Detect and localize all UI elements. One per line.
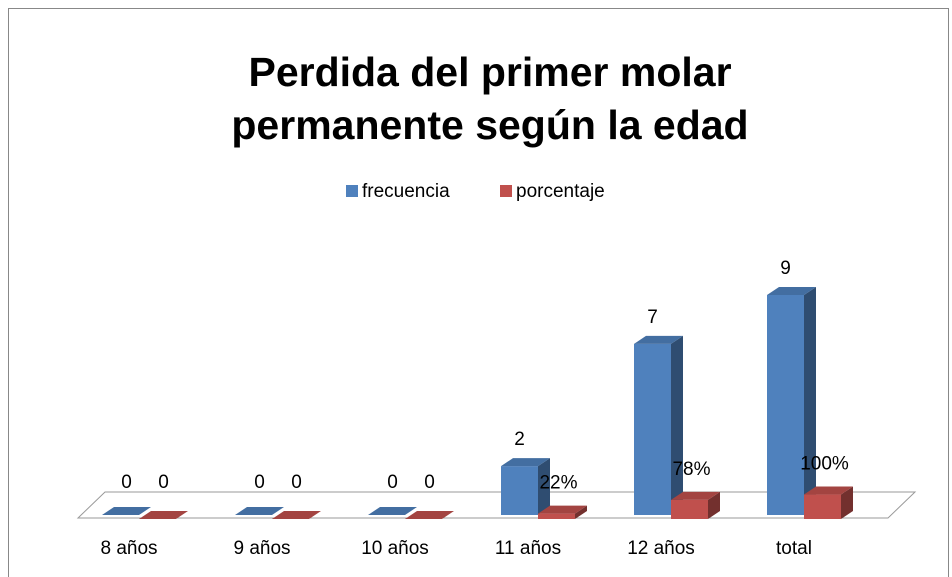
data-label: 7 <box>647 307 658 328</box>
bar-side <box>538 458 550 515</box>
bar-top <box>272 511 321 519</box>
chart-title: permanente según la edad <box>231 102 748 148</box>
data-label: 0 <box>121 472 132 493</box>
bar-top <box>368 507 417 515</box>
bar-top <box>634 335 683 344</box>
x-tick-label: 9 años <box>233 538 290 559</box>
legend-label: frecuencia <box>362 181 450 202</box>
data-label: 0 <box>291 472 302 493</box>
bar-side <box>804 287 816 515</box>
bar-top <box>538 505 587 514</box>
bar-top <box>767 287 816 295</box>
bar <box>501 466 538 515</box>
bar <box>538 513 575 519</box>
data-label: 0 <box>158 472 169 493</box>
data-label: 2 <box>514 429 525 450</box>
bar-top <box>671 491 720 500</box>
bar-side <box>671 335 683 515</box>
x-tick-label: 12 años <box>627 538 695 559</box>
bar-top <box>102 507 151 515</box>
legend-swatch <box>500 185 512 197</box>
data-label: 9 <box>780 258 791 279</box>
bar-top <box>235 507 284 515</box>
data-label: 22% <box>539 473 577 494</box>
bar <box>767 295 804 515</box>
bar-side <box>575 505 587 519</box>
x-tick-label: total <box>776 538 812 559</box>
bar <box>634 343 671 515</box>
bar-top <box>139 511 188 519</box>
data-label: 0 <box>254 472 265 493</box>
legend-label: porcentaje <box>516 181 605 202</box>
bar-side <box>841 486 853 519</box>
data-label: 100% <box>800 454 849 475</box>
bar <box>804 494 841 519</box>
bar <box>671 499 708 519</box>
bar-top <box>405 511 454 519</box>
data-label: 0 <box>424 472 435 493</box>
bar-side <box>708 491 720 519</box>
x-tick-label: 8 años <box>100 538 157 559</box>
x-tick-label: 10 años <box>361 538 429 559</box>
data-label: 0 <box>387 472 398 493</box>
legend-swatch <box>346 185 358 197</box>
chart-title: Perdida del primer molar <box>248 49 731 95</box>
bar-top <box>804 486 853 495</box>
x-tick-label: 11 años <box>495 538 561 559</box>
bar-top <box>501 458 550 467</box>
data-label: 78% <box>672 459 710 480</box>
